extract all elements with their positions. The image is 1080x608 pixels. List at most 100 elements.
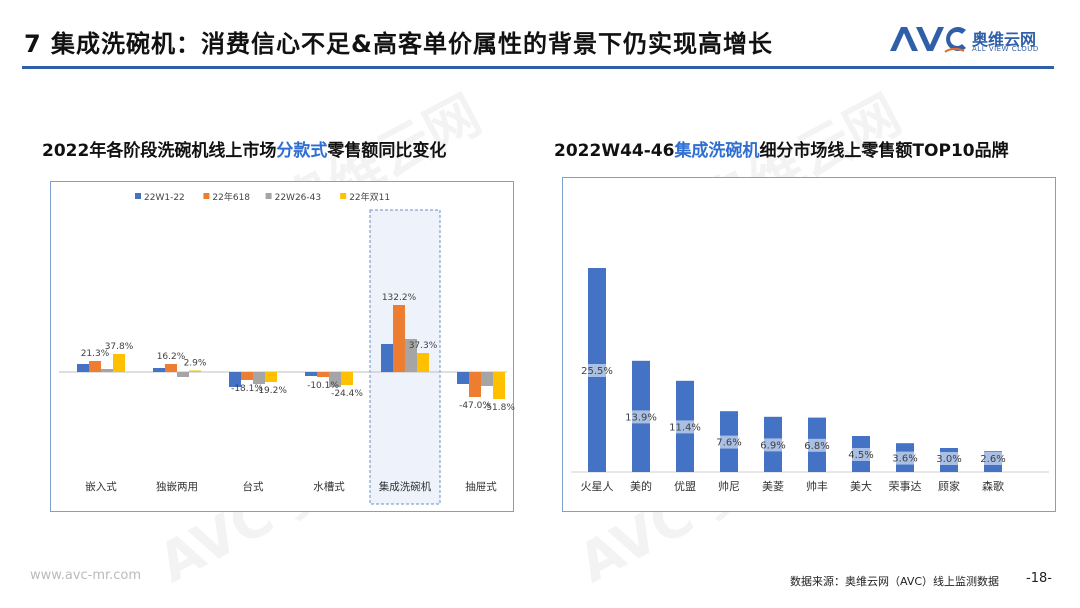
bar <box>189 370 201 372</box>
data-label-bg <box>845 448 877 461</box>
data-label-bg <box>933 452 965 465</box>
data-label-bg <box>625 410 657 424</box>
legend-label: 22年双11 <box>349 191 390 203</box>
right-title-highlight: 集成洗碗机 <box>674 141 760 161</box>
data-label: 6.8% <box>804 441 829 452</box>
bar <box>493 372 505 399</box>
footer-source: 数据来源：奥维云网（AVC）线上监测数据 <box>790 575 1000 588</box>
bar <box>469 372 481 397</box>
data-label: 16.2% <box>157 352 186 362</box>
data-label: 37.3% <box>409 341 438 351</box>
data-label: 11.4% <box>669 422 701 433</box>
category-label: 帅尼 <box>718 480 740 493</box>
data-label: 2.6% <box>980 454 1005 465</box>
bar <box>165 364 177 372</box>
left-title-suffix: 零售额同比变化 <box>327 141 447 161</box>
data-label: -24.4% <box>331 389 363 399</box>
bar <box>341 372 353 385</box>
data-label-bg <box>889 451 921 465</box>
data-label: -51.8% <box>483 403 515 413</box>
legend-label: 22年618 <box>212 191 250 203</box>
brand-share-bar-chart: 25.5% 火星人 13.9% 美的 11.4% 优盟 7.6% 帅尼 6.9% 美菱 6.8% 帅丰… <box>571 268 1049 493</box>
data-label: 3.6% <box>892 454 917 465</box>
left-title-prefix: 2022年各阶段洗碗机线上市场 <box>42 141 277 161</box>
bar <box>317 372 329 377</box>
title-divider <box>22 66 1054 69</box>
legend-label: 22W26-43 <box>275 193 322 203</box>
category-label: 顾家 <box>938 479 960 493</box>
bar <box>241 372 253 380</box>
bar <box>229 372 241 387</box>
bar <box>381 344 393 372</box>
data-label: -10.1% <box>307 381 339 391</box>
data-label: 2.9% <box>184 359 207 369</box>
data-label-bg <box>801 438 833 452</box>
data-label: -19.2% <box>255 386 287 396</box>
logo-chinese-name: 奥维云网 <box>972 30 1037 49</box>
left-chart-title: 2022年各阶段洗碗机线上市场分款式零售额同比变化 <box>42 136 446 161</box>
data-label: 3.0% <box>936 454 961 465</box>
category-label: 美的 <box>630 479 652 493</box>
category-label: 独嵌两用 <box>156 480 198 493</box>
category-label: 嵌入式 <box>85 480 117 493</box>
legend-swatch <box>135 193 141 199</box>
data-label: 7.6% <box>716 438 741 449</box>
logo-english-name: ALL VIEW CLOUD <box>972 45 1039 53</box>
bar <box>457 372 469 384</box>
page-number: -18- <box>1026 571 1052 586</box>
legend-swatch <box>265 193 272 199</box>
bar <box>177 372 189 377</box>
right-chart-panel: 25.5% 火星人 13.9% 美的 11.4% 优盟 7.6% 帅尼 6.9% 美菱 6.8% 帅丰… <box>562 177 1056 512</box>
category-label: 抽屉式 <box>465 480 497 493</box>
bar <box>417 353 429 372</box>
bar <box>305 372 317 376</box>
avc-logo-icon <box>890 27 966 53</box>
data-label-bg <box>757 438 789 452</box>
category-label: 水槽式 <box>313 480 345 493</box>
legend-swatch <box>340 193 347 199</box>
segment-yoy-bar-chart: 22W1-22 22年618 22W26-43 22年双11 嵌入式 独嵌两用 台式 水槽式 集… <box>59 191 515 505</box>
legend-label: 22W1-22 <box>144 193 185 203</box>
category-label: 森歌 <box>982 479 1004 493</box>
category-label: 美大 <box>850 479 872 493</box>
bar <box>113 354 125 372</box>
data-label: -18.1% <box>231 384 263 394</box>
category-label: 集成洗碗机 <box>379 480 432 493</box>
data-label-bg <box>713 435 745 449</box>
left-chart-panel: 22W1-22 22年618 22W26-43 22年双11 嵌入式 独嵌两用 台式 水槽式 集… <box>50 181 515 512</box>
brand-logo: 奥维云网 ALL VIEW CLOUD <box>888 24 1058 58</box>
bar <box>153 368 165 372</box>
data-label-bg <box>581 364 613 377</box>
page-title: 7 集成洗碗机：消费信心不足&高客单价属性的背景下仍实现高增长 <box>24 30 773 58</box>
category-label: 台式 <box>243 480 264 493</box>
bar <box>329 372 341 387</box>
bar <box>265 372 277 382</box>
category-label: 荣事达 <box>889 480 922 493</box>
bar <box>101 369 113 372</box>
data-label: 132.2% <box>382 293 417 303</box>
left-title-highlight: 分款式 <box>276 141 328 161</box>
bar <box>77 364 89 372</box>
data-label: 6.9% <box>760 440 785 451</box>
data-label: 13.9% <box>625 412 657 423</box>
data-label-bg <box>669 420 701 434</box>
bar <box>253 372 265 384</box>
category-label: 优盟 <box>674 480 696 493</box>
right-title-prefix: 2022W44-46 <box>554 141 675 161</box>
data-label: -47.0% <box>459 401 491 411</box>
bar <box>393 305 405 372</box>
right-title-suffix: 细分市场线上零售额TOP10品牌 <box>759 141 1009 161</box>
right-chart-title: 2022W44-46集成洗碗机细分市场线上零售额TOP10品牌 <box>554 136 1009 161</box>
data-label: 4.5% <box>848 450 873 461</box>
legend-swatch <box>203 193 210 199</box>
bar <box>89 361 101 372</box>
category-label: 美菱 <box>762 480 784 493</box>
category-label: 帅丰 <box>806 480 828 493</box>
data-label: 25.5% <box>581 366 613 377</box>
category-label: 火星人 <box>581 480 614 493</box>
data-label: 37.8% <box>105 342 134 352</box>
data-label-bg <box>977 452 1009 465</box>
bar <box>405 339 417 372</box>
footer-url: www.avc-mr.com <box>30 568 142 583</box>
data-label: 21.3% <box>81 349 110 359</box>
